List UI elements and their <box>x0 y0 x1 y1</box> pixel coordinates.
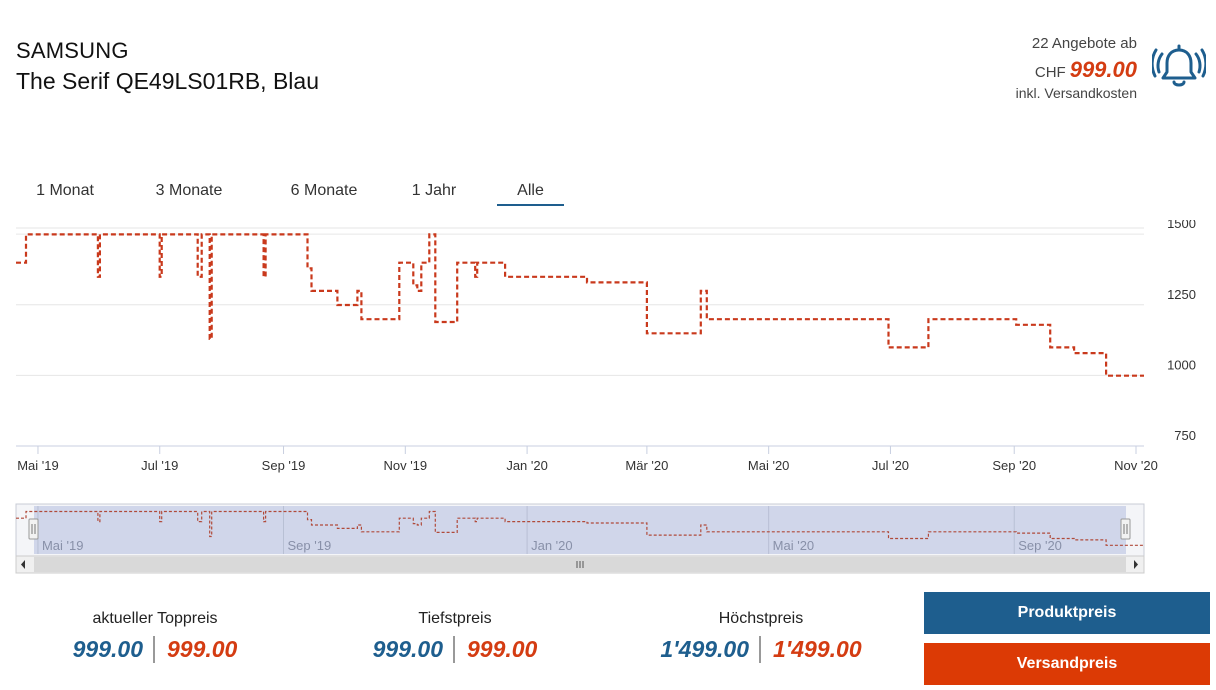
navigator-left-handle[interactable] <box>28 518 39 540</box>
price-alarm-bell-icon[interactable] <box>1150 42 1208 94</box>
stat-shipping-price: 999.00 <box>167 636 238 662</box>
product-price-button[interactable]: Produktpreis <box>924 592 1210 634</box>
x-tick-label: Mai '19 <box>17 458 59 473</box>
x-tick-label: Mär '20 <box>625 458 668 473</box>
chart-grid <box>16 227 1144 447</box>
navigator-labels: Mai '19 Sep '19 Jan '20 Mai '20 Sep '20 <box>42 538 1062 553</box>
x-tick-label: Sep '20 <box>992 458 1036 473</box>
x-tick-label: Nov '19 <box>383 458 427 473</box>
best-price: 999.00 <box>1069 56 1137 82</box>
stat-label: Tiefstpreis <box>418 610 492 627</box>
tab-3-months[interactable]: 3 Monate <box>155 182 223 199</box>
y-tick-label: 1000 <box>1167 357 1196 372</box>
stat-shipping-price: 999.00 <box>467 636 538 662</box>
stat-shipping-price: 1'499.00 <box>773 636 862 662</box>
navigator-series-line <box>16 510 1144 546</box>
stat-product-price: 999.00 <box>73 636 155 663</box>
stat-label: Höchstpreis <box>718 610 804 627</box>
product-title: The Serif QE49LS01RB, Blau <box>16 68 319 94</box>
y-axis-ticks: 750 1000 1250 1500 <box>1167 220 1196 443</box>
x-tick-label: Nov '20 <box>1114 458 1158 473</box>
x-tick-label: Jul '19 <box>141 458 178 473</box>
tab-1-year[interactable]: 1 Jahr <box>411 182 457 199</box>
x-axis-ticks: Mai '19 Jul '19 Sep '19 Nov '19 Jan '20 Mär '… <box>17 446 1158 473</box>
navigator-label: Sep '19 <box>288 538 332 553</box>
stat-label: aktueller Toppreis <box>92 610 218 627</box>
stat-lowest-price: Tiefstpreis 999.00 999.00 <box>320 610 590 680</box>
x-tick-label: Mai '20 <box>748 458 790 473</box>
tab-1-month[interactable]: 1 Monat <box>36 182 94 199</box>
navigator-label: Sep '20 <box>1018 538 1062 553</box>
x-tick-label: Jul '20 <box>872 458 909 473</box>
navigator-label: Mai '19 <box>42 538 84 553</box>
tab-6-months[interactable]: 6 Monate <box>290 182 358 199</box>
navigator-scrollbar[interactable] <box>15 555 1145 574</box>
tab-all[interactable]: Alle <box>497 176 564 206</box>
y-tick-label: 1500 <box>1167 220 1196 231</box>
offers-count: 22 Angebote ab <box>1031 35 1137 52</box>
stat-product-price: 999.00 <box>373 636 455 663</box>
stat-current-top-price: aktueller Toppreis 999.00 999.00 <box>20 610 290 680</box>
x-tick-label: Sep '19 <box>262 458 306 473</box>
y-tick-label: 750 <box>1174 428 1196 443</box>
navigator-right-handle[interactable] <box>1120 518 1131 540</box>
navigator-label: Mai '20 <box>773 538 815 553</box>
currency-label: CHF <box>1034 63 1066 81</box>
navigator-selection[interactable] <box>34 506 1126 554</box>
range-navigator[interactable]: Mai '19 Sep '19 Jan '20 Mai '20 Sep '20 <box>15 503 1145 557</box>
scrollbar-grip-icon <box>576 561 584 568</box>
stat-product-price: 1'499.00 <box>660 636 761 663</box>
x-tick-label: Jan '20 <box>506 458 548 473</box>
scroll-right-arrow-icon[interactable] <box>1134 560 1138 569</box>
shipping-price-button[interactable]: Versandpreis <box>924 643 1210 685</box>
brand-name: SAMSUNG <box>16 38 129 63</box>
scroll-left-arrow-icon[interactable] <box>21 560 25 569</box>
navigator-label: Jan '20 <box>531 538 573 553</box>
price-history-chart: 750 1000 1250 1500 Mai '19 Jul '19 Sep '19 Nov… <box>15 220 1196 574</box>
stat-highest-price: Höchstpreis 1'499.00 1'499.00 <box>626 610 896 680</box>
best-price-line: CHF 999.00 <box>1016 56 1137 85</box>
y-tick-label: 1250 <box>1167 287 1196 302</box>
offers-box[interactable]: 22 Angebote ab CHF 999.00 inkl. Versandko… <box>1016 34 1137 102</box>
shipping-note: inkl. Versandkosten <box>1015 85 1137 102</box>
